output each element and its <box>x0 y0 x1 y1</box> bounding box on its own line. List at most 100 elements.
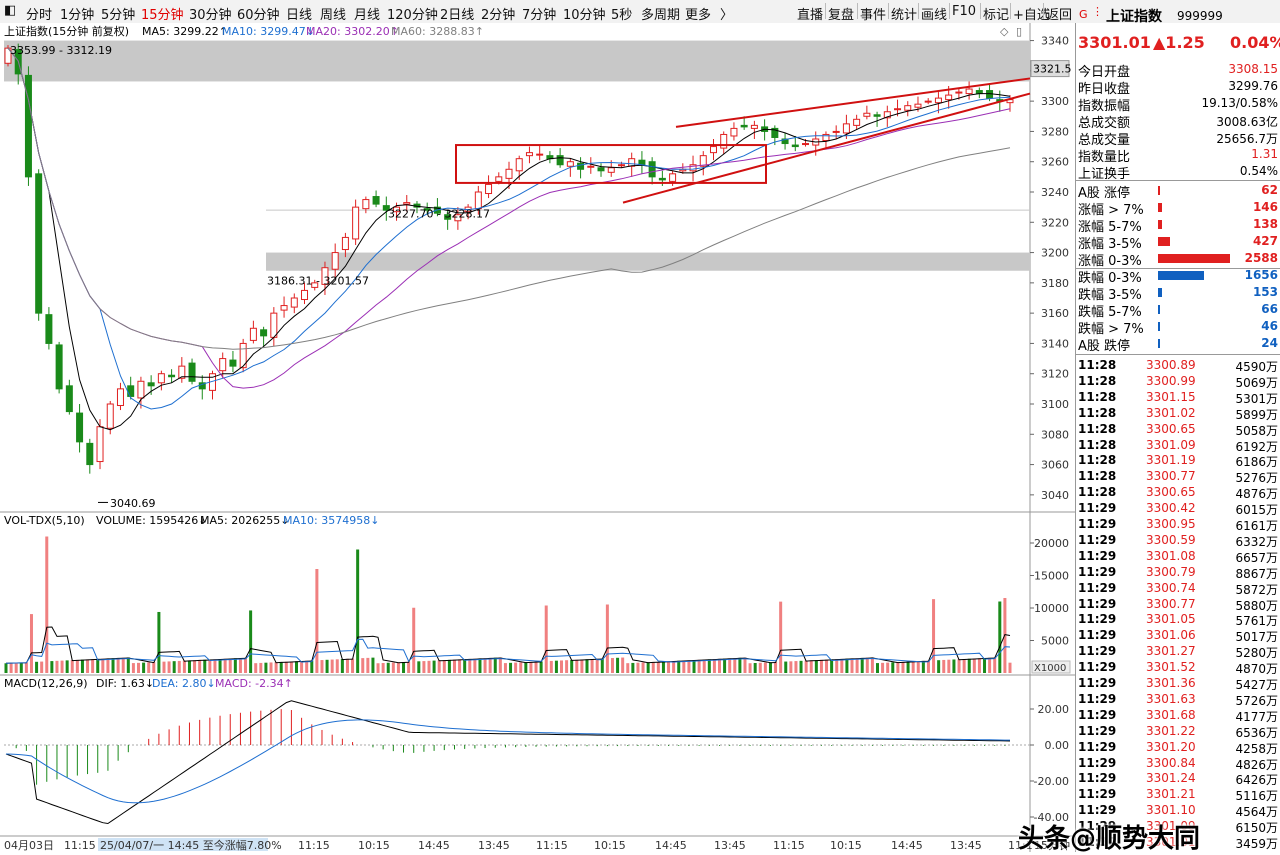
tick-volume: 6186万 <box>1235 455 1278 470</box>
candle-body-83 <box>853 118 861 126</box>
tick-volume: 5427万 <box>1235 678 1278 692</box>
tick-row: 11:29 3301.24 6426万 <box>1076 771 1280 787</box>
tick-time: 11:29 <box>1078 501 1117 516</box>
tick-time: 11:29 <box>1078 739 1117 754</box>
vol-tick-label-1: 10000 <box>1034 602 1069 615</box>
tick-row: 11:28 3300.77 5276万 <box>1076 469 1280 485</box>
period-tab-6[interactable]: 日线 <box>286 8 313 23</box>
y-tick-label-6: 3160 <box>1041 307 1069 320</box>
period-tab-1[interactable]: 1分钟 <box>60 8 95 23</box>
legend-ma20: MA20: 3302.20↑ <box>306 25 399 38</box>
period-tab-9[interactable]: 120分钟 <box>387 8 438 23</box>
breadth-bar-3 <box>1158 237 1170 246</box>
tick-time: 11:28 <box>1078 469 1117 484</box>
breadth-bar-9 <box>1158 339 1160 348</box>
tick-row: 11:29 3301.22 6536万 <box>1076 724 1280 740</box>
toolbar-right-4[interactable]: 画线 <box>921 8 948 23</box>
tick-volume: 5880万 <box>1235 598 1278 613</box>
tick-price: 3301.27 <box>1146 644 1196 659</box>
stat-value-1: 3299.76 <box>1228 79 1278 93</box>
candle-body-28 <box>290 297 298 308</box>
toolbar-right-7[interactable]: +自选 <box>1013 8 1050 23</box>
candle-body-86 <box>883 111 891 119</box>
watermark-text: 头条@顺势大同 <box>1018 824 1201 854</box>
upper-trendline <box>675 77 1031 128</box>
tick-volume: 4876万 <box>1235 487 1278 502</box>
stat-label-5: 指数量比 <box>1078 150 1131 165</box>
kline-chart-area[interactable]: 3040 3060 3080 3100 3120 3140 3160 3180 3200 3220… <box>0 23 1075 852</box>
candle-body-10 <box>106 403 114 429</box>
time-label-0: 04月03日 <box>4 839 54 852</box>
candle-body-48 <box>495 176 503 182</box>
toolbar-right-3[interactable]: 统计 <box>891 8 918 23</box>
period-tab-3[interactable]: 15分钟 <box>141 8 184 23</box>
tick-row: 11:29 3301.63 5726万 <box>1076 692 1280 708</box>
candle-body-91 <box>934 97 942 104</box>
y-tick-label-9: 3220 <box>1041 216 1069 229</box>
candle-body-56 <box>577 162 585 170</box>
tick-price: 3301.05 <box>1146 612 1196 627</box>
toolbar-right-6[interactable]: 标记 <box>983 8 1010 23</box>
candle-body-35 <box>362 199 370 210</box>
tick-time: 11:28 <box>1078 405 1117 420</box>
candle-body-85 <box>873 114 881 117</box>
period-tab-4[interactable]: 30分钟 <box>189 8 232 23</box>
tick-row: 11:29 3301.21 5116万 <box>1076 787 1280 803</box>
tick-time: 11:29 <box>1078 676 1117 690</box>
tick-volume: 5276万 <box>1235 471 1278 486</box>
ma60-line <box>7 47 1011 350</box>
breadth-value-7: 66 <box>1261 302 1278 316</box>
period-tab-8[interactable]: 月线 <box>354 8 381 23</box>
vol-legend-ma5: MA5: 2026255↓ <box>200 514 289 527</box>
period-tab-0[interactable]: 分时 <box>26 8 53 23</box>
toolbar-right-0[interactable]: 直播 <box>797 8 824 23</box>
tick-row: 11:28 3300.65 4876万 <box>1076 485 1280 501</box>
chevron-right-icon[interactable]: 〉 <box>720 8 734 23</box>
candle-body-29 <box>301 289 309 301</box>
breadth-label-5: 跌幅 0-3% <box>1078 271 1142 286</box>
toolbar-right-2[interactable]: 事件 <box>860 8 887 23</box>
breadth-bar-0 <box>1158 186 1160 195</box>
period-tab-12[interactable]: 7分钟 <box>522 8 557 23</box>
toolbar-right-5[interactable]: F10 <box>952 4 977 19</box>
tick-volume: 6332万 <box>1235 534 1278 549</box>
tick-volume: 4564万 <box>1235 805 1278 820</box>
tick-price: 3301.21 <box>1146 787 1196 802</box>
period-tab-15[interactable]: 多周期 <box>641 8 681 23</box>
stat-value-2: 19.13/0.58% <box>1201 96 1278 110</box>
candle-body-71 <box>730 127 738 137</box>
period-tab-10[interactable]: 2日线 <box>440 8 475 23</box>
settings-icon[interactable]: ⋮ <box>1092 5 1103 18</box>
period-tab-11[interactable]: 2分钟 <box>481 8 516 23</box>
tick-price: 3301.24 <box>1146 771 1196 786</box>
period-tab-2[interactable]: 5分钟 <box>101 8 136 23</box>
tick-volume: 5069万 <box>1235 375 1278 390</box>
tick-price: 3301.20 <box>1146 739 1196 754</box>
tick-row: 11:29 3300.42 6015万 <box>1076 501 1280 517</box>
tick-volume: 5726万 <box>1235 693 1278 708</box>
candle-body-18 <box>188 362 196 382</box>
time-label-11: 11:15 <box>773 839 805 852</box>
tick-price: 3301.19 <box>1146 453 1196 468</box>
toolbar-right-8[interactable]: 返回 <box>1046 8 1073 23</box>
vol-tick-label-3: 20000 <box>1034 537 1069 550</box>
period-tab-16[interactable]: 更多 <box>685 8 712 23</box>
tick-time: 11:28 <box>1078 453 1117 468</box>
period-tab-13[interactable]: 10分钟 <box>563 8 606 23</box>
kline-chart[interactable]: 3040 3060 3080 3100 3120 3140 3160 3180 3200 3220… <box>0 23 1075 852</box>
candle-body-43 <box>444 214 452 220</box>
period-tab-7[interactable]: 周线 <box>320 8 347 23</box>
period-tab-5[interactable]: 60分钟 <box>237 8 280 23</box>
candle-body-16 <box>168 374 176 378</box>
last-price: 3301.01 <box>1078 33 1151 52</box>
toolbar-menu-icon[interactable]: ◧ <box>4 3 17 18</box>
toolbar-right-1[interactable]: 复盘 <box>828 8 855 23</box>
tick-volume: 4177万 <box>1235 709 1278 724</box>
period-tab-14[interactable]: 5秒 <box>611 8 633 23</box>
y-tick-label-3: 3100 <box>1041 398 1069 411</box>
candle-body-63 <box>648 161 656 178</box>
stat-value-4: 25656.7万 <box>1216 132 1278 146</box>
tick-price: 3300.95 <box>1146 517 1196 531</box>
vol-legend-ma10: MA10: 3574958↓ <box>283 514 379 527</box>
candle-body-44 <box>454 214 462 222</box>
